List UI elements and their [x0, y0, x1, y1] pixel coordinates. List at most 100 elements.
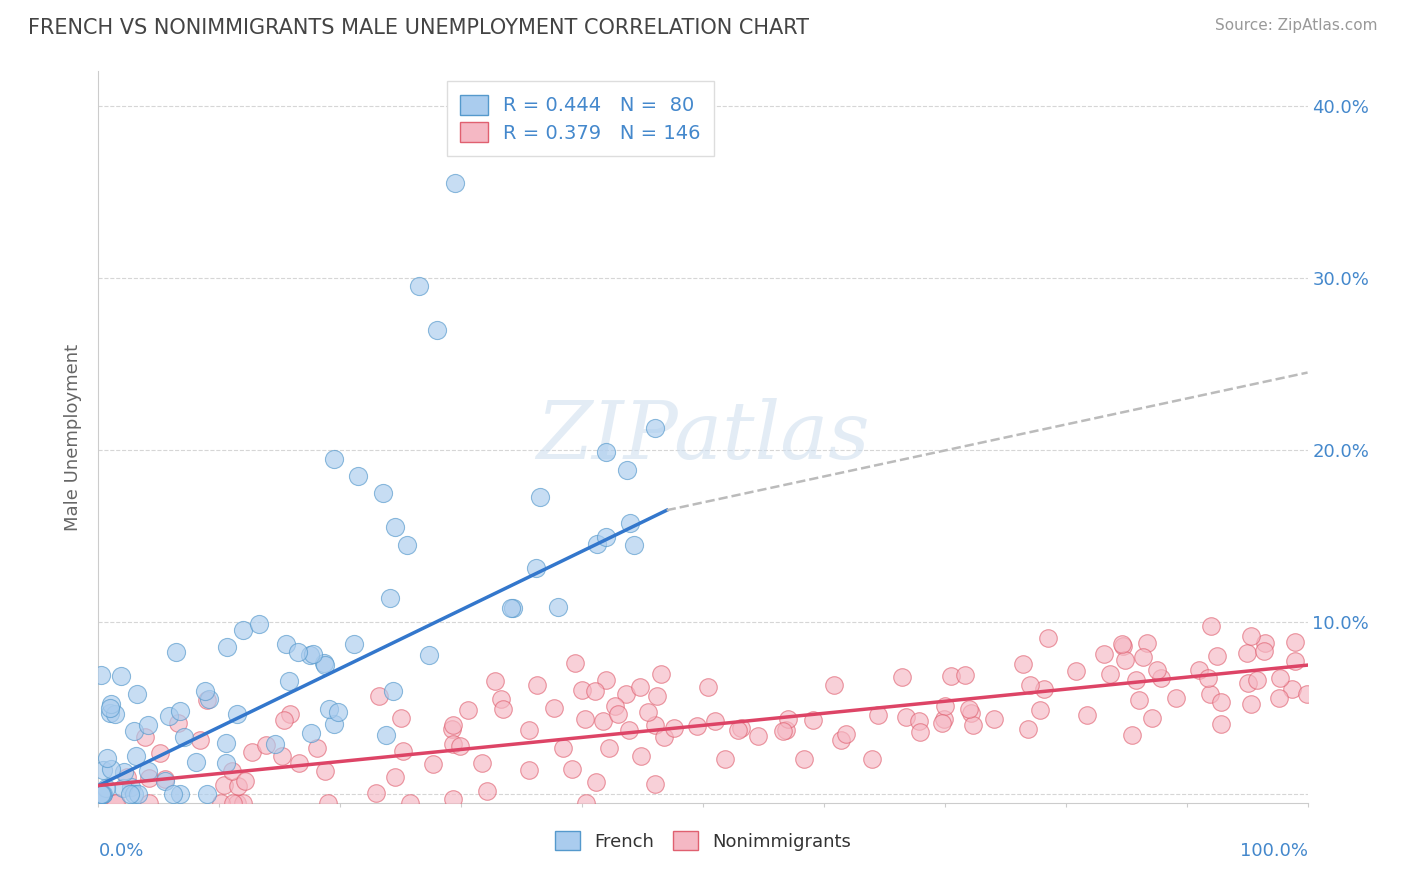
Point [347, 468, 370, 483]
Point [1240, 697, 1263, 711]
Point [616, 463, 638, 477]
Point [1268, 690, 1291, 705]
Point [896, 710, 918, 724]
Point [960, 706, 983, 720]
Point [1017, 722, 1039, 736]
Point [299, 648, 322, 663]
Point [962, 718, 984, 732]
Point [1121, 728, 1143, 742]
Point [475, 783, 498, 797]
Point [1281, 682, 1303, 697]
Point [299, 726, 322, 740]
Point [195, 787, 218, 801]
Point [1188, 663, 1211, 677]
Point [628, 680, 651, 694]
Point [384, 520, 406, 534]
Point [775, 723, 797, 738]
Point [305, 740, 328, 755]
Point [112, 764, 135, 779]
Point [932, 712, 955, 726]
Point [127, 688, 149, 702]
Point [422, 757, 444, 772]
Point [184, 755, 207, 769]
Point [619, 516, 641, 530]
Point [288, 756, 311, 770]
Point [138, 764, 160, 779]
Point [110, 668, 132, 682]
Point [125, 749, 148, 764]
Point [443, 792, 465, 806]
Point [395, 538, 418, 552]
Point [138, 796, 160, 810]
Point [703, 714, 725, 728]
Point [1076, 708, 1098, 723]
Point [441, 737, 464, 751]
Point [159, 709, 181, 723]
Point [217, 640, 239, 654]
Point [91, 763, 114, 777]
Point [343, 636, 366, 650]
Point [547, 600, 569, 615]
Point [517, 763, 540, 777]
Point [169, 704, 191, 718]
Point [263, 737, 285, 751]
Point [90, 668, 112, 682]
Point [1295, 687, 1317, 701]
Point [1012, 657, 1035, 671]
Point [104, 796, 127, 810]
Point [644, 718, 666, 732]
Point [714, 752, 737, 766]
Point [134, 730, 156, 744]
Point [212, 778, 235, 792]
Point [127, 787, 149, 801]
Point [165, 645, 187, 659]
Point [1125, 673, 1147, 687]
Point [1284, 635, 1306, 649]
Point [595, 530, 617, 544]
Point [316, 796, 339, 810]
Point [983, 712, 1005, 726]
Point [91, 787, 114, 801]
Point [1199, 618, 1222, 632]
Point [891, 670, 914, 684]
Point [1128, 693, 1150, 707]
Point [105, 796, 128, 810]
Point [100, 697, 122, 711]
Point [209, 796, 232, 810]
Point [801, 713, 824, 727]
Point [232, 796, 254, 810]
Point [484, 674, 506, 689]
Point [793, 751, 815, 765]
Point [1205, 648, 1227, 663]
Point [418, 648, 440, 663]
Point [444, 176, 467, 190]
Point [491, 691, 513, 706]
Y-axis label: Male Unemployment: Male Unemployment [65, 343, 83, 531]
Point [273, 713, 295, 727]
Point [1064, 665, 1087, 679]
Point [233, 773, 256, 788]
Point [575, 796, 598, 810]
Point [254, 739, 277, 753]
Point [221, 764, 243, 779]
Point [318, 702, 340, 716]
Point [941, 669, 963, 683]
Point [277, 673, 299, 688]
Point [499, 600, 522, 615]
Point [730, 721, 752, 735]
Point [392, 744, 415, 758]
Point [471, 756, 494, 770]
Point [1029, 703, 1052, 717]
Point [98, 701, 121, 715]
Point [375, 728, 398, 742]
Point [382, 684, 405, 698]
Point [1268, 671, 1291, 685]
Point [645, 689, 668, 703]
Point [1254, 635, 1277, 649]
Point [492, 702, 515, 716]
Point [1032, 681, 1054, 696]
Point [194, 684, 217, 698]
Point [226, 707, 249, 722]
Point [149, 747, 172, 761]
Text: 0.0%: 0.0% [98, 842, 143, 860]
